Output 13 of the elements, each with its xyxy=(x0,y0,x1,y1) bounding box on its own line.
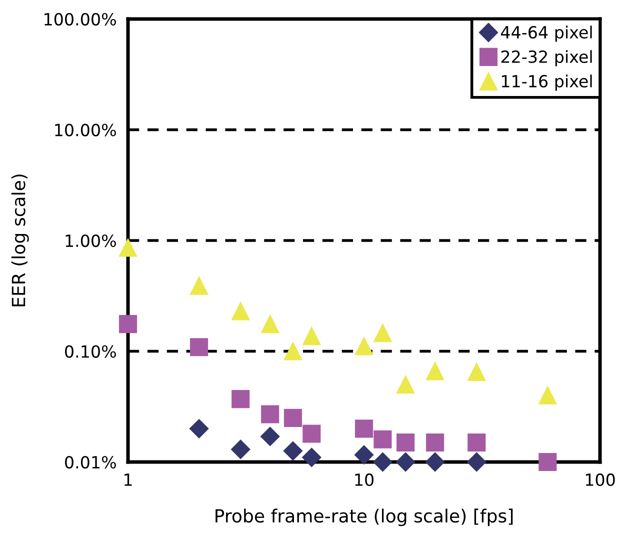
legend-label: 22-32 pixel xyxy=(501,50,592,66)
y-axis-title: EER (log scale) xyxy=(11,174,29,306)
x-tick-label: 1 xyxy=(124,474,132,486)
y-tick-label: 100.00% xyxy=(44,12,116,26)
x-axis-title: Probe frame-rate (log scale) [fps] xyxy=(216,508,513,526)
x-tick-label: 100 xyxy=(586,473,615,486)
y-tick-label: 0.10% xyxy=(65,345,116,358)
x-tick-label: 10 xyxy=(355,473,374,486)
y-tick-label: 0.01% xyxy=(65,456,116,469)
y-tick-label: 10.00% xyxy=(55,124,116,136)
y-tick-label: 1.00% xyxy=(66,234,116,248)
legend-label: 11-16 pixel xyxy=(502,74,592,91)
legend-label: 44-64 pixel xyxy=(500,26,592,42)
